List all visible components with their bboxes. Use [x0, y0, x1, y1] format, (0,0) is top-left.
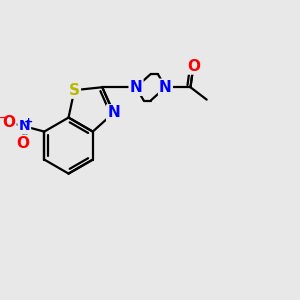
- Text: −: −: [0, 112, 8, 122]
- Text: N: N: [130, 80, 142, 95]
- Text: O: O: [2, 115, 15, 130]
- Text: S: S: [69, 83, 80, 98]
- Text: +: +: [24, 116, 34, 127]
- Text: O: O: [16, 136, 29, 151]
- Text: N: N: [18, 119, 30, 133]
- Text: O: O: [187, 58, 200, 74]
- Text: N: N: [159, 80, 172, 95]
- Text: N: N: [107, 105, 120, 120]
